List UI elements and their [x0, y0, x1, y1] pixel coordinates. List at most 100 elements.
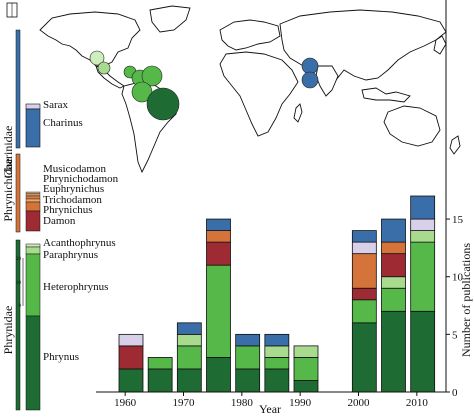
map-greenland	[149, 5, 191, 33]
map-point-charinus-a	[301, 57, 319, 75]
y-tick-label-10: 10	[452, 272, 464, 284]
bar-charinus-2011	[410, 195, 436, 220]
total-bar-musicodamon	[25, 191, 41, 194]
bar-heterophrynus-1971	[176, 345, 202, 370]
map-madagascar	[293, 103, 303, 123]
bar-paraphrynus-2011	[410, 230, 436, 243]
map-africa	[219, 51, 299, 137]
genus-label-musicodamon: Musicodamon	[43, 163, 106, 175]
inset-tick-0: 0	[19, 304, 22, 309]
total-bar-phrynichodamon	[25, 193, 41, 196]
bar-phrynus-1971	[176, 368, 202, 393]
total-bar-phrynichus	[25, 201, 41, 212]
world-map	[39, 0, 461, 196]
bar-phrynus-1986	[264, 368, 290, 393]
genus-label-sarax: Sarax	[43, 99, 69, 111]
genus-label-phrynichus: Phrynichus	[43, 204, 93, 216]
bar-phrynus-1976	[206, 357, 231, 393]
family-label-charinidae: Charinidae	[1, 126, 15, 179]
bar-phrynus-2011	[410, 310, 436, 393]
map-japan	[433, 35, 447, 55]
bar-phrynus-1961	[118, 368, 144, 393]
bar-heterophrynus-1976	[206, 264, 231, 358]
x-tick-label-1990: 1990	[289, 397, 312, 409]
bar-phrynus-2001	[351, 322, 377, 393]
bar-phrynichus-1976	[206, 230, 231, 243]
genus-label-euphrynichus: Euphrynichus	[43, 183, 104, 195]
x-tick-label-2000: 2000	[348, 397, 371, 409]
bar-charinus-1981	[235, 333, 261, 347]
bar-sarax-1961	[118, 333, 144, 347]
genus-label-paraphrynus: Paraphrynus	[43, 249, 98, 261]
map-indonesia	[361, 87, 411, 103]
bar-paraphrynus-2006	[381, 276, 406, 289]
bar-charinus-1986	[264, 333, 290, 347]
y-tick-label-15: 15	[452, 214, 464, 226]
x-tick-label-2010: 2010	[406, 397, 429, 409]
bar-charinus-2001	[351, 230, 377, 243]
map-india	[315, 65, 339, 97]
total-bar-damon	[25, 210, 41, 232]
bar-charinus-1976	[206, 218, 231, 231]
family-label-phrynidae: Phrynidae	[1, 306, 15, 355]
bar-heterophrynus-2006	[381, 287, 406, 312]
inset-tick-10: 10	[16, 281, 22, 286]
total-bar-sarax	[25, 103, 41, 110]
bar-phrynus-1991	[293, 380, 319, 393]
map-new-zealand	[449, 135, 461, 155]
genus-label-damon: Damon	[43, 215, 76, 227]
bar-phrynus-1966	[147, 368, 173, 393]
bar-heterophrynus-2001	[351, 299, 377, 324]
family-label-phrynichidae: Phrynichidae	[1, 158, 15, 221]
total-bar-heterophrynus	[25, 253, 41, 317]
total-bar-euphrynichus	[25, 195, 41, 200]
x-tick-label-1960: 1960	[114, 397, 137, 409]
bar-damon-2006	[381, 253, 406, 278]
genus-label-acanthophrynus: Acanthophrynus	[43, 237, 116, 249]
x-ticks: 1960 1970 1980 1990 2000 2010	[114, 392, 428, 409]
total-bar-acanthophrynus	[25, 243, 41, 248]
x-axis-label: Year	[259, 402, 281, 416]
y-axis-label: Number of publications	[459, 243, 473, 357]
map-europe	[219, 19, 281, 51]
bar-heterophrynus-1981	[235, 345, 261, 370]
bar-phrynichus-2006	[381, 241, 406, 255]
total-thin-phrynidae	[15, 239, 21, 411]
genus-label-heterophrynus: Heterophrynus	[43, 281, 108, 293]
bar-phrynus-2006	[381, 310, 406, 393]
map-point-paraphrynus	[89, 50, 105, 66]
y-tick-label-5: 5	[452, 329, 458, 341]
bar-heterophrynus-1966	[147, 357, 173, 370]
x-tick-label-1980: 1980	[231, 397, 254, 409]
bar-paraphrynus-1971	[176, 333, 202, 347]
total-thin-charinidae	[15, 29, 21, 149]
map-north-america	[39, 11, 141, 67]
genus-label-phrynichodamon: Phrynichodamon	[43, 173, 119, 185]
genus-label-phrynus: Phrynus	[43, 351, 79, 363]
bar-charinus-2006	[381, 218, 406, 243]
total-bar-phrynus	[25, 315, 41, 411]
map-point-heterophrynus-b	[141, 65, 163, 87]
bar-heterophrynus-1991	[293, 357, 319, 381]
inset-tick-20: 20	[16, 257, 22, 262]
bar-heterophrynus-1986	[264, 357, 290, 370]
map-point-acanthophrynus	[97, 61, 111, 75]
bar-sarax-2011	[410, 218, 436, 231]
bar-charinus-1971	[176, 322, 202, 335]
y-ticks: 0 5 10 15	[446, 214, 464, 399]
bar-damon-1976	[206, 241, 231, 266]
genus-label-charinus: Charinus	[43, 117, 83, 129]
map-australia	[383, 105, 441, 147]
genus-label-trichodamon: Trichodamon	[43, 194, 102, 206]
bar-phrynus-1981	[235, 368, 261, 393]
x-tick-label-1970: 1970	[173, 397, 196, 409]
y-tick-label-0: 0	[452, 387, 458, 399]
bar-paraphrynus-1986	[264, 345, 290, 358]
bar-phrynichus-2001	[351, 253, 377, 289]
bar-paraphrynus-1991	[293, 345, 319, 358]
bar-damon-1961	[118, 345, 144, 370]
total-bar-charinus	[25, 108, 41, 148]
total-thin-phrynichidae	[15, 153, 21, 233]
map-point-phrynus-amazon	[146, 87, 180, 121]
genus-totals-stacks: 20 10 0	[15, 29, 41, 411]
